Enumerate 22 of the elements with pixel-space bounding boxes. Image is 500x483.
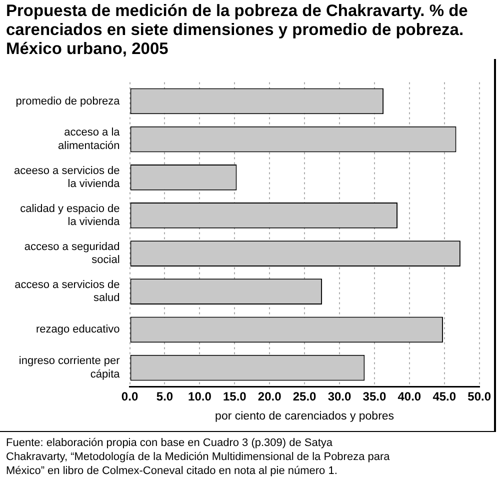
y-tick-label: promedio de pobreza: [16, 95, 121, 108]
y-tick-label: acceso a servicios de salud: [14, 279, 120, 304]
x-tick-label: 15.0: [222, 389, 247, 404]
x-tick-label: 5.0: [156, 389, 174, 404]
y-tick-label: aceeso a servicios de la vivienda: [14, 164, 121, 190]
x-tick-label: 0.0: [121, 389, 138, 404]
x-tick-label: 20.0: [258, 389, 282, 404]
source-note: Fuente: elaboración propia con base en Cuadro 3 (p.309) de Satya Chakravarty, “Metodología de la Medición Multidimensional de la Pobreza para México” en libro de Colmex-Coneval citado en nota al pie número 1.: [6, 436, 391, 478]
x-tick-label: 35.0: [362, 389, 386, 404]
y-tick-label: acceso a la alimentación: [58, 126, 121, 152]
x-axis-title: por ciento de carenciados y pobres: [215, 410, 394, 422]
chart-title: Propuesta de medición de la pobreza de Chakravarty. % de carenciados en siete dimensiones y promedio de pobreza. México urbano, 2005: [5, 1, 469, 59]
x-tick-label: 50.0: [468, 389, 492, 404]
y-tick-label: calidad y espacio de la vivienda: [20, 202, 121, 228]
x-tick-label: 10.0: [188, 389, 212, 404]
y-tick-label: acceso a seguridad social: [24, 240, 120, 266]
x-tick-label: 40.0: [398, 389, 422, 404]
y-tick-label: ingreso corriente per cápita: [18, 355, 121, 380]
x-tick-label: 30.0: [328, 389, 352, 404]
y-tick-label: rezago educativo: [36, 324, 120, 336]
x-tick-label: 25.0: [292, 389, 317, 404]
x-tick-label: 45.0: [432, 389, 456, 404]
